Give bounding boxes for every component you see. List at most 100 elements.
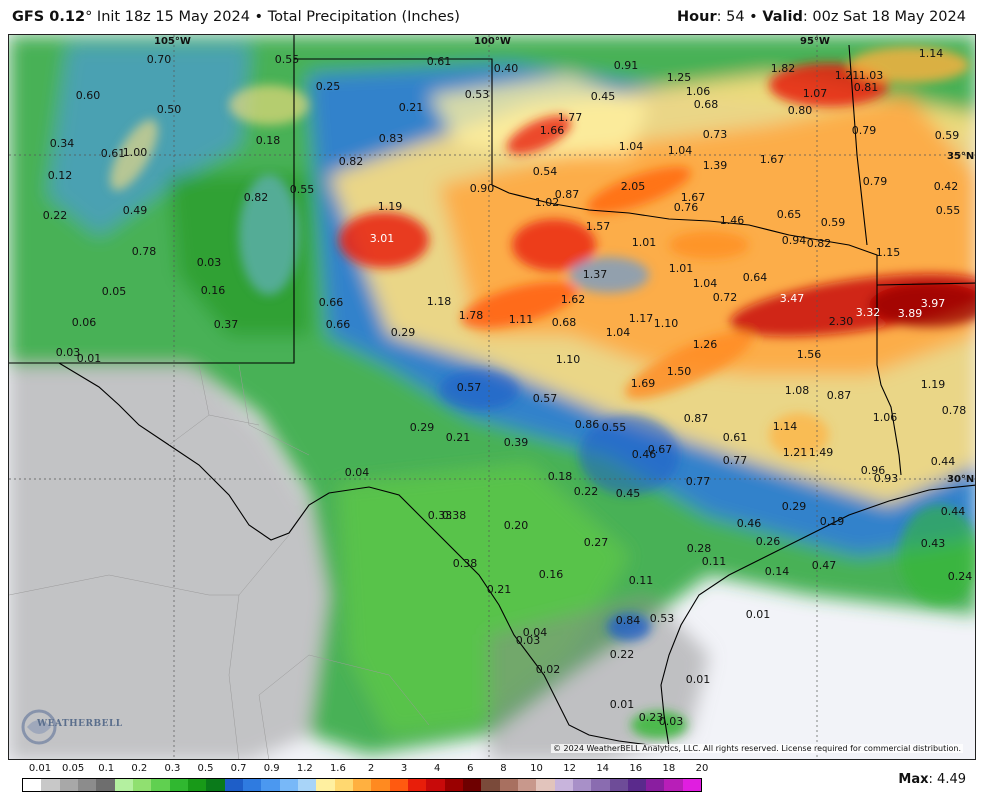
precip-value-label: 1.11 [509, 313, 534, 326]
legend-swatch [187, 779, 207, 791]
precip-value-label: 0.84 [616, 614, 641, 627]
precip-value-label: 1.06 [686, 85, 711, 98]
lon-label-105: 105°W [154, 36, 191, 47]
precip-value-label: 3.01 [370, 232, 395, 245]
precip-value-label: 1.26 [693, 338, 718, 351]
precip-value-label: 0.44 [941, 505, 966, 518]
valid-value: : 00z Sat 18 May 2024 [802, 9, 966, 25]
legend-label: 8 [500, 763, 507, 774]
max-value: Max: 4.49 [898, 772, 966, 787]
precip-value-label: 1.82 [771, 62, 796, 75]
legend-swatch [426, 779, 445, 791]
international-border [58, 362, 670, 748]
legend-swatch [591, 779, 610, 791]
precip-value-label: 0.64 [743, 271, 768, 284]
legend-swatch [352, 779, 372, 791]
precip-value-label: 1.49 [809, 446, 834, 459]
precip-value-label: 0.37 [214, 318, 239, 331]
lat-label-30: 30°N [947, 474, 974, 485]
precip-value-label: 0.33 [428, 509, 453, 522]
legend-swatch [169, 779, 188, 791]
precip-value-label: 0.61 [427, 55, 452, 68]
legend-colorbar [22, 778, 702, 792]
precip-value-label: 1.00 [123, 146, 148, 159]
precip-value-label: 0.46 [737, 517, 762, 530]
precip-value-label: 0.78 [942, 404, 967, 417]
legend-label: 4 [434, 763, 441, 774]
precip-value-label: 0.21 [446, 431, 471, 444]
precip-value-label: 1.25 [667, 71, 692, 84]
precip-value-label: 0.77 [723, 454, 748, 467]
header-bullet-2: • [744, 9, 763, 25]
precip-value-label: 0.79 [852, 124, 877, 137]
legend-swatch [114, 779, 133, 791]
precip-value-label: 0.03 [516, 634, 541, 647]
precip-value-label: 1.46 [720, 214, 745, 227]
legend-swatch [23, 779, 42, 791]
precip-value-label: 0.25 [316, 80, 341, 93]
precip-value-label: 1.21 [835, 69, 860, 82]
precip-value-label: 0.53 [465, 88, 490, 101]
precip-value-label: 0.86 [575, 418, 600, 431]
precip-value-label: 1.14 [773, 420, 798, 433]
precip-value-label: 0.02 [536, 663, 561, 676]
precip-value-label: 3.47 [780, 292, 805, 305]
valid-label: Valid [762, 9, 803, 25]
precip-value-label: 0.47 [812, 559, 837, 572]
precip-value-label: 0.94 [782, 234, 807, 247]
precip-value-label: 0.68 [552, 316, 577, 329]
precip-value-label: 0.16 [201, 284, 226, 297]
precip-value-label: 0.87 [827, 389, 852, 402]
legend-label: 2 [367, 763, 375, 774]
legend-swatch [279, 779, 298, 791]
model-name: GFS 0.12 [12, 9, 86, 25]
precip-value-label: 0.44 [931, 455, 956, 468]
precip-value-label: 0.45 [591, 90, 616, 103]
legend-swatch [444, 779, 463, 791]
precip-value-label: 0.26 [756, 535, 781, 548]
map-canvas: 105°W 100°W 95°W 35°N 30°N 0.70 0.55 0.61 0… [9, 35, 975, 759]
precip-value-label: 1.56 [797, 348, 822, 361]
precip-value-label: 0.82 [807, 237, 832, 250]
precip-value-label: 0.53 [650, 612, 675, 625]
state-borders [9, 35, 975, 476]
precip-value-label: 1.37 [583, 268, 608, 281]
precip-value-label: 0.16 [539, 568, 564, 581]
precip-shading [9, 35, 975, 759]
precip-value-label: 0.28 [687, 542, 712, 555]
header-left: GFS 0.12° Init 18z 15 May 2024 • Total P… [12, 0, 460, 34]
precip-value-label: 1.39 [703, 159, 728, 172]
lat-label-35: 35°N [947, 151, 974, 162]
precip-value-label: 0.59 [821, 216, 846, 229]
legend-swatch [96, 779, 115, 791]
precip-value-label: 1.10 [556, 353, 581, 366]
legend-swatch [627, 779, 647, 791]
precip-value-label: 0.61 [101, 147, 126, 160]
precip-value-label: 0.79 [863, 175, 888, 188]
precip-value-label: 1.78 [459, 309, 484, 322]
legend-swatch [609, 779, 628, 791]
legend-labels: 0.01 0.05 0.1 0.2 0.3 0.5 0.7 0.9 1.2 1.6 2 3 4 6 8 10 1… [22, 763, 709, 777]
precip-value-label: 1.17 [629, 312, 654, 325]
legend-swatch [151, 779, 170, 791]
precip-value-label: 1.19 [921, 378, 946, 391]
precip-value-label: 0.01 [610, 698, 635, 711]
legend-swatch [242, 779, 262, 791]
legend-swatch [499, 779, 518, 791]
precip-value-label: 0.03 [659, 715, 684, 728]
legend-swatch [261, 779, 280, 791]
precip-value-label: 1.77 [558, 111, 583, 124]
precip-value-label: 0.29 [410, 421, 435, 434]
legend-label: 0.2 [131, 763, 148, 774]
precip-value-label: 0.40 [494, 62, 519, 75]
legend-label: 0.3 [164, 763, 181, 774]
precip-value-label: 0.57 [533, 392, 558, 405]
legend-label: 14 [596, 763, 610, 774]
hour-label: Hour [677, 9, 717, 25]
precip-value-label: 0.57 [457, 381, 482, 394]
precip-value-label: 0.23 [639, 711, 664, 724]
precip-value-label: 1.01 [669, 262, 694, 275]
precip-value-label: 0.21 [487, 583, 512, 596]
precip-value-label: 2.30 [829, 315, 854, 328]
precip-value-label: 0.54 [533, 165, 558, 178]
